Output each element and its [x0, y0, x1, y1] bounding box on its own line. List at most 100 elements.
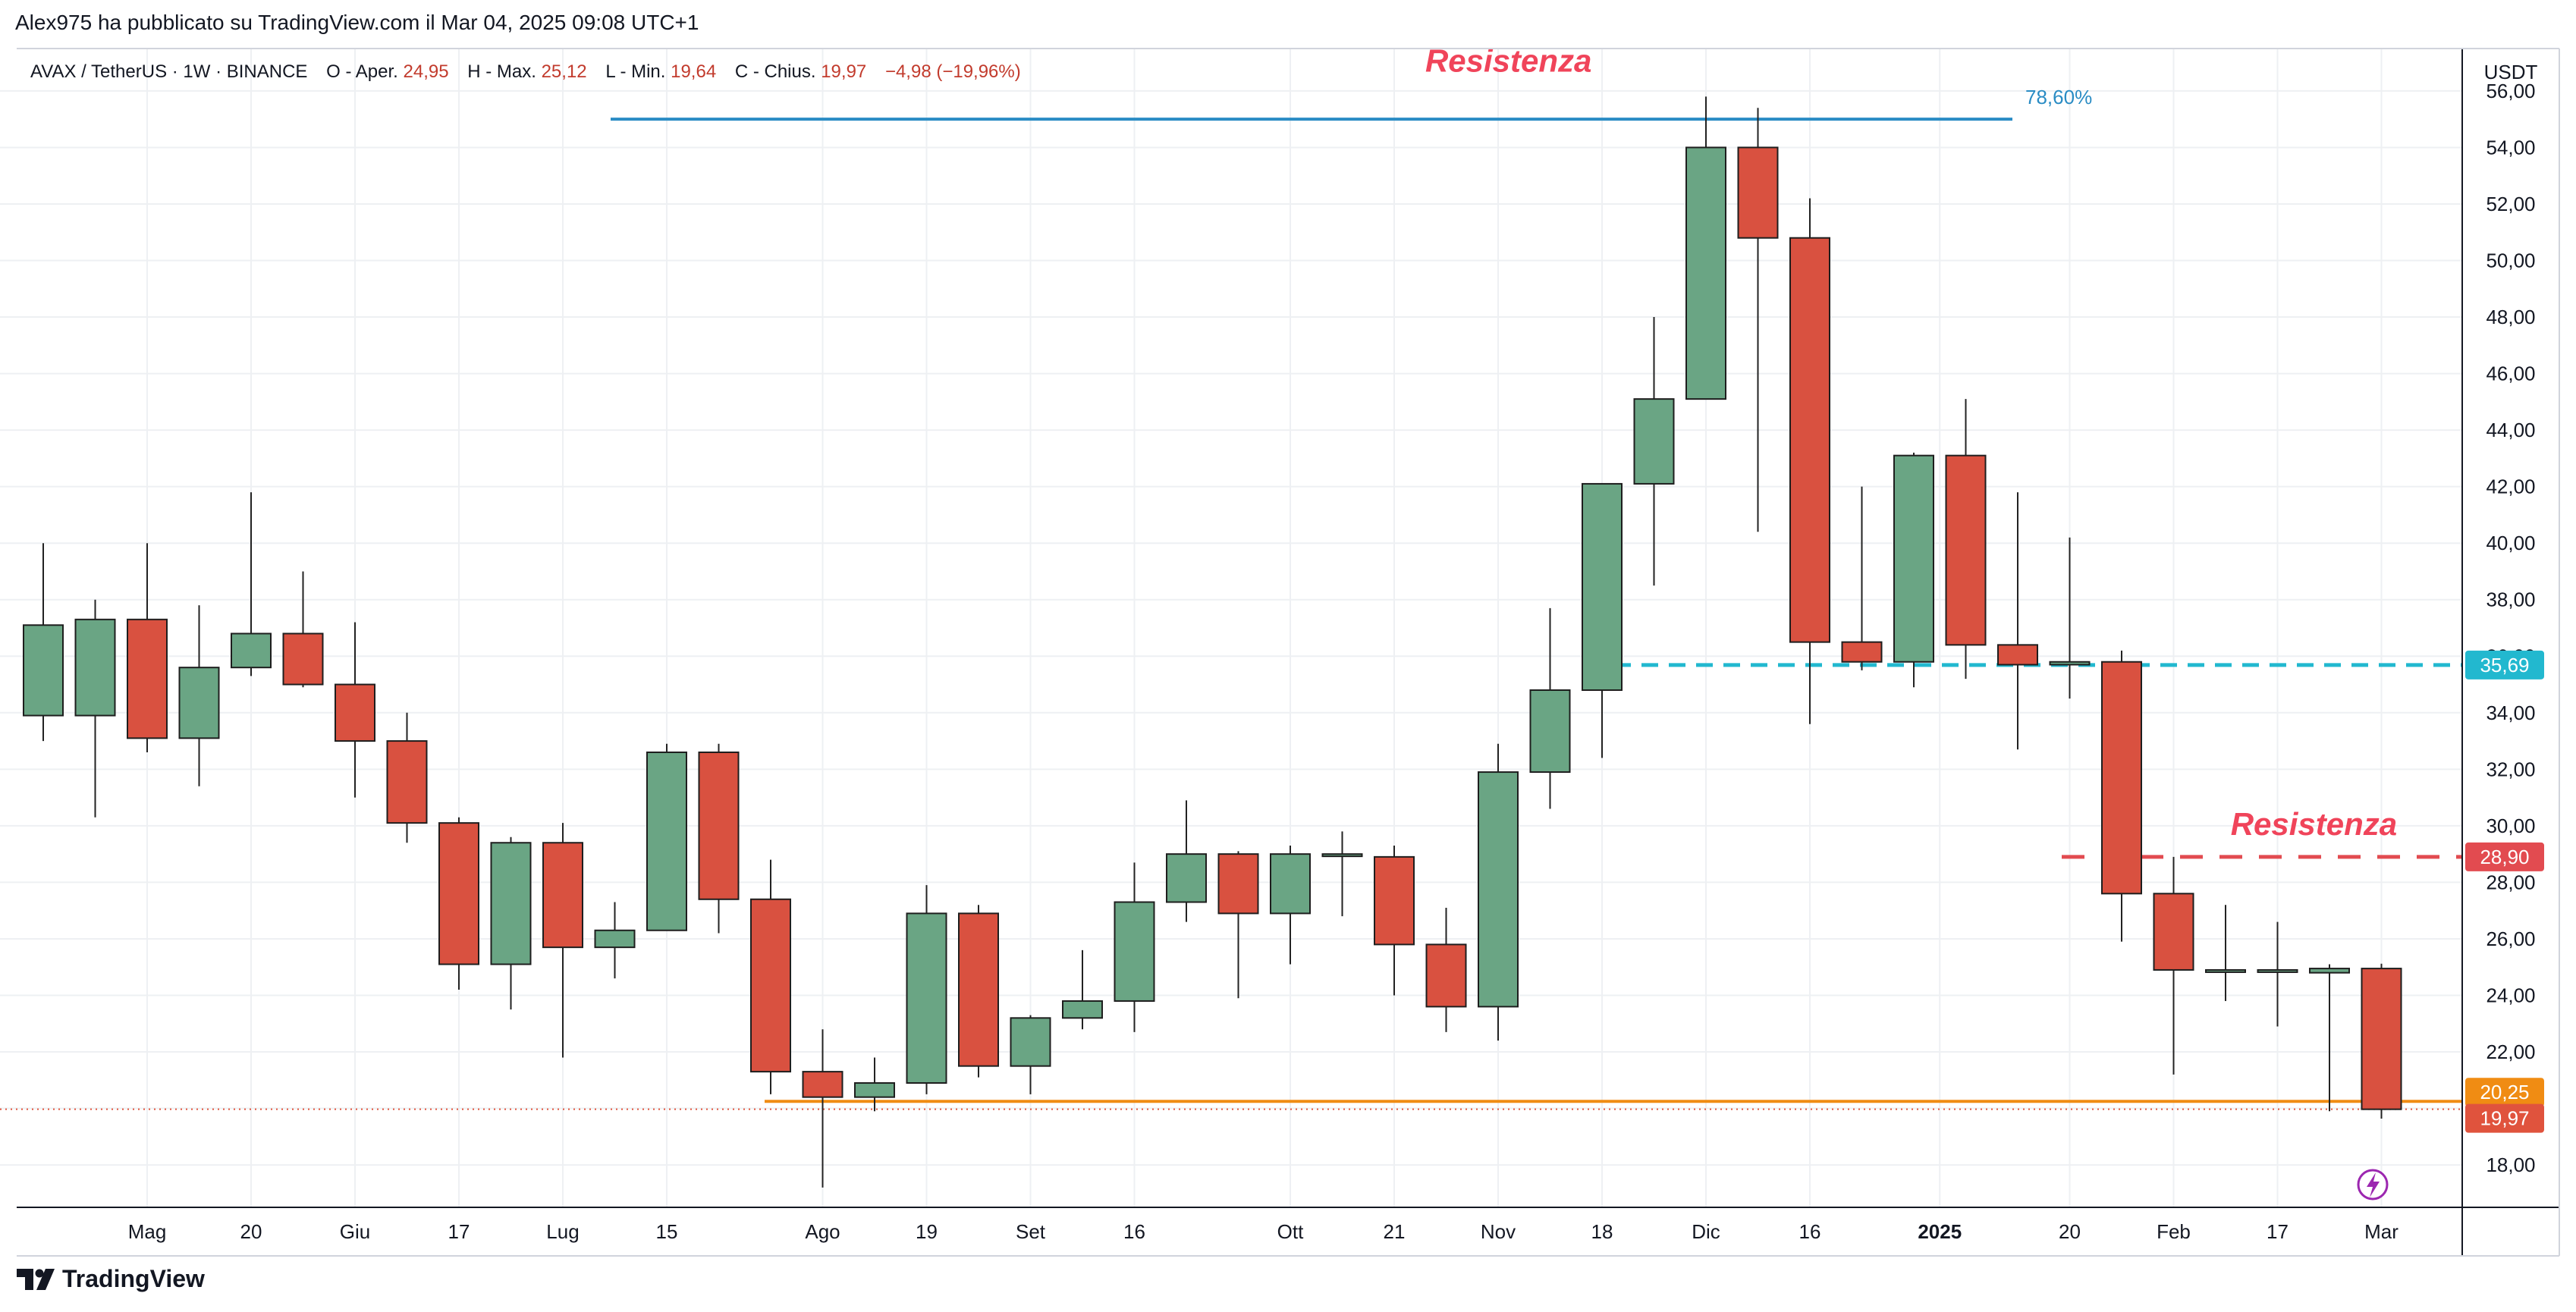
candle: [646, 743, 687, 931]
x-tick-label: Nov: [1481, 1220, 1516, 1243]
candle: [127, 543, 168, 752]
candle-body: [542, 842, 583, 949]
second-resistance-price-badge-bg: [2465, 842, 2544, 871]
candle-body: [282, 632, 324, 686]
candle-body: [2257, 968, 2298, 973]
last-price-badge: 19,97: [2480, 1107, 2529, 1130]
candle: [335, 622, 375, 798]
legend-high-label: H - Max.: [467, 61, 536, 82]
candle-body: [127, 618, 168, 739]
candle: [2309, 964, 2350, 1112]
candle: [1997, 492, 2038, 750]
legend-open-value: 24,95: [404, 61, 449, 82]
y-tick-label: 52,00: [2486, 193, 2535, 215]
last-price-badge-bg: [2465, 1103, 2544, 1133]
resistance-price-badge-bg: [2465, 650, 2544, 680]
candle: [231, 492, 272, 676]
x-tick-label: 21: [1384, 1220, 1406, 1243]
candle: [2153, 856, 2194, 1075]
resistance-price-badge: 35,69: [2480, 654, 2529, 676]
candle-body: [1217, 853, 1259, 915]
candle: [1321, 831, 1363, 917]
y-tick-label: 46,00: [2486, 363, 2535, 385]
x-tick-label: 20: [2059, 1220, 2081, 1243]
x-tick-label: Set: [1016, 1220, 1046, 1243]
x-tick-label: 20: [240, 1220, 262, 1243]
y-axis-unit: USDT: [2484, 61, 2538, 83]
candle: [1478, 743, 1519, 1041]
chart-legend: AVAX / TetherUS · 1W · BINANCE O - Aper.…: [30, 61, 1021, 82]
x-tick-label: Mar: [2364, 1220, 2399, 1243]
candle: [438, 817, 479, 990]
candle: [1166, 800, 1207, 922]
candle: [282, 571, 324, 688]
support-price-badge: 20,25: [2480, 1081, 2529, 1103]
candle-body: [490, 842, 532, 965]
candle: [2257, 921, 2298, 1027]
candle-body: [1114, 901, 1155, 1002]
candle: [854, 1057, 895, 1112]
candle: [178, 605, 220, 786]
candle: [1374, 845, 1415, 996]
candle: [594, 902, 636, 979]
candle-body: [1893, 454, 1934, 663]
candle: [2361, 963, 2402, 1119]
candle-body: [2049, 661, 2091, 666]
y-tick-label: 38,00: [2486, 589, 2535, 611]
legend-low-value: 19,64: [671, 61, 716, 82]
candle-body: [1633, 398, 1675, 485]
candle: [958, 905, 999, 1078]
candle: [1893, 452, 1934, 688]
candle-body: [594, 929, 636, 949]
legend-open-label: O - Aper.: [326, 61, 398, 82]
candle-body: [1321, 853, 1363, 858]
y-tick-label: 54,00: [2486, 136, 2535, 159]
candle-body: [335, 683, 375, 742]
candle: [750, 859, 791, 1094]
legend-high-value: 25,12: [542, 61, 587, 82]
x-tick-label: Lug: [546, 1220, 579, 1243]
candle: [1425, 907, 1467, 1032]
y-tick-label: 44,00: [2486, 419, 2535, 441]
x-tick-label: 2025: [1918, 1220, 1962, 1243]
y-tick-label: 50,00: [2486, 250, 2535, 272]
candle-body: [1582, 482, 1623, 691]
candle: [2049, 537, 2091, 699]
tradingview-logo[interactable]: TradingView: [17, 1265, 205, 1293]
resistance-annotation: Resistenza: [2231, 806, 2397, 842]
candle: [1217, 851, 1259, 999]
candle: [698, 743, 740, 934]
fib-level-label: 78,60%: [2025, 86, 2092, 108]
candle: [490, 836, 532, 1010]
candle: [1945, 399, 1987, 680]
candle-body: [1997, 644, 2038, 666]
candle-body: [802, 1071, 843, 1098]
candle-body: [1062, 1000, 1103, 1019]
x-tick-label: 16: [1799, 1220, 1821, 1243]
levels-layer: 78,60%: [0, 86, 2462, 1110]
candle: [386, 712, 428, 843]
axis-layer: 18,0020,0022,0024,0026,0028,0030,0032,00…: [17, 48, 2560, 1257]
candle-body: [906, 912, 947, 1084]
y-tick-label: 56,00: [2486, 80, 2535, 102]
candle: [1841, 486, 1883, 670]
candle-body: [2153, 893, 2194, 971]
candle-body: [386, 740, 428, 824]
y-tick-label: 30,00: [2486, 815, 2535, 837]
x-tick-label: 18: [1591, 1220, 1613, 1243]
x-tick-label: Mag: [128, 1220, 167, 1243]
lightning-icon[interactable]: [2357, 1169, 2389, 1201]
candle: [2205, 905, 2246, 1001]
candle: [1114, 862, 1155, 1032]
x-tick-label: Ott: [1277, 1220, 1304, 1243]
candle-body: [178, 667, 220, 739]
x-tick-label: 17: [2267, 1220, 2289, 1243]
candle-body: [1166, 853, 1207, 903]
candle-body: [958, 912, 999, 1067]
x-tick-label: Ago: [805, 1220, 840, 1243]
candle: [1062, 949, 1103, 1030]
candle: [74, 599, 116, 818]
candle-body: [1425, 943, 1467, 1008]
